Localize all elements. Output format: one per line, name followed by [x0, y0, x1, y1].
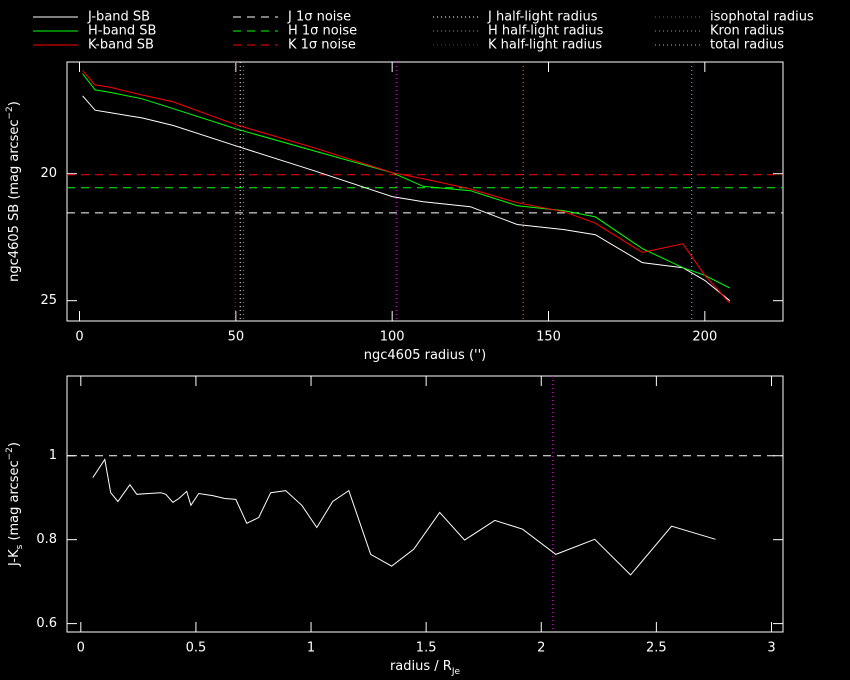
- x-tick-label: 150: [536, 330, 561, 345]
- y-axis-label: ngc4605 SB (mag arcsec−2): [5, 101, 22, 282]
- x-tick-label: 100: [380, 330, 405, 345]
- legend-label: H-band SB: [88, 24, 156, 39]
- series-line: [82, 73, 731, 289]
- y-axis-label-part: s: [15, 544, 25, 549]
- x-tick-label: 1.5: [416, 641, 437, 656]
- legend-label: K 1σ noise: [288, 38, 356, 53]
- series-line: [82, 95, 731, 302]
- y-axis-label-part: −2: [5, 106, 15, 119]
- x-tick-label: 1: [307, 641, 315, 656]
- x-axis-label: radius / RJe: [390, 659, 461, 677]
- legend-label: total radius: [710, 38, 784, 53]
- x-tick-label: 0: [75, 330, 83, 345]
- y-axis-label-part: (mag arcsec: [7, 460, 22, 544]
- series-line: [82, 70, 731, 304]
- legend-label: H half-light radius: [488, 24, 604, 39]
- legend-label: Kron radius: [710, 24, 784, 39]
- x-tick-label: 200: [692, 330, 717, 345]
- legend-label: H 1σ noise: [288, 24, 357, 39]
- x-tick-label: 3: [767, 641, 775, 656]
- x-tick-label: 0.5: [186, 641, 207, 656]
- plot-frame: [66, 61, 784, 322]
- y-tick-label: 25: [40, 293, 57, 308]
- y-tick-label: 20: [40, 166, 57, 181]
- x-tick-label: 0: [77, 641, 85, 656]
- y-axis-label-part: ngc4605 SB (mag arcsec: [7, 120, 22, 282]
- legend-label: J 1σ noise: [287, 10, 351, 25]
- legend-label: K half-light radius: [488, 38, 602, 53]
- x-axis-label-part: Je: [451, 667, 461, 677]
- y-tick-label: 0.6: [36, 616, 57, 631]
- x-axis-label-part: radius / R: [390, 659, 452, 674]
- series-line: [92, 458, 716, 576]
- y-axis-label-part: −2: [5, 447, 15, 460]
- legend-label: J-band SB: [87, 10, 150, 25]
- y-axis-label: J-Ks (mag arcsec−2): [5, 442, 25, 567]
- x-axis-label: ngc4605 radius (''): [364, 348, 486, 363]
- x-tick-label: 50: [228, 330, 245, 345]
- y-axis-label-part: J-K: [7, 549, 22, 567]
- y-axis-label-part: ): [7, 101, 22, 106]
- legend-label: J half-light radius: [487, 10, 598, 25]
- legend-label: isophotal radius: [710, 10, 814, 25]
- x-axis-label-part: ngc4605 radius (''): [364, 348, 486, 363]
- x-tick-label: 2: [537, 641, 545, 656]
- y-tick-label: 0.8: [36, 532, 57, 547]
- plot-frame: [66, 375, 784, 633]
- x-tick-label: 2.5: [646, 641, 667, 656]
- legend-label: K-band SB: [88, 38, 154, 53]
- y-axis-label-part: ): [7, 442, 22, 447]
- y-tick-label: 1: [49, 448, 57, 463]
